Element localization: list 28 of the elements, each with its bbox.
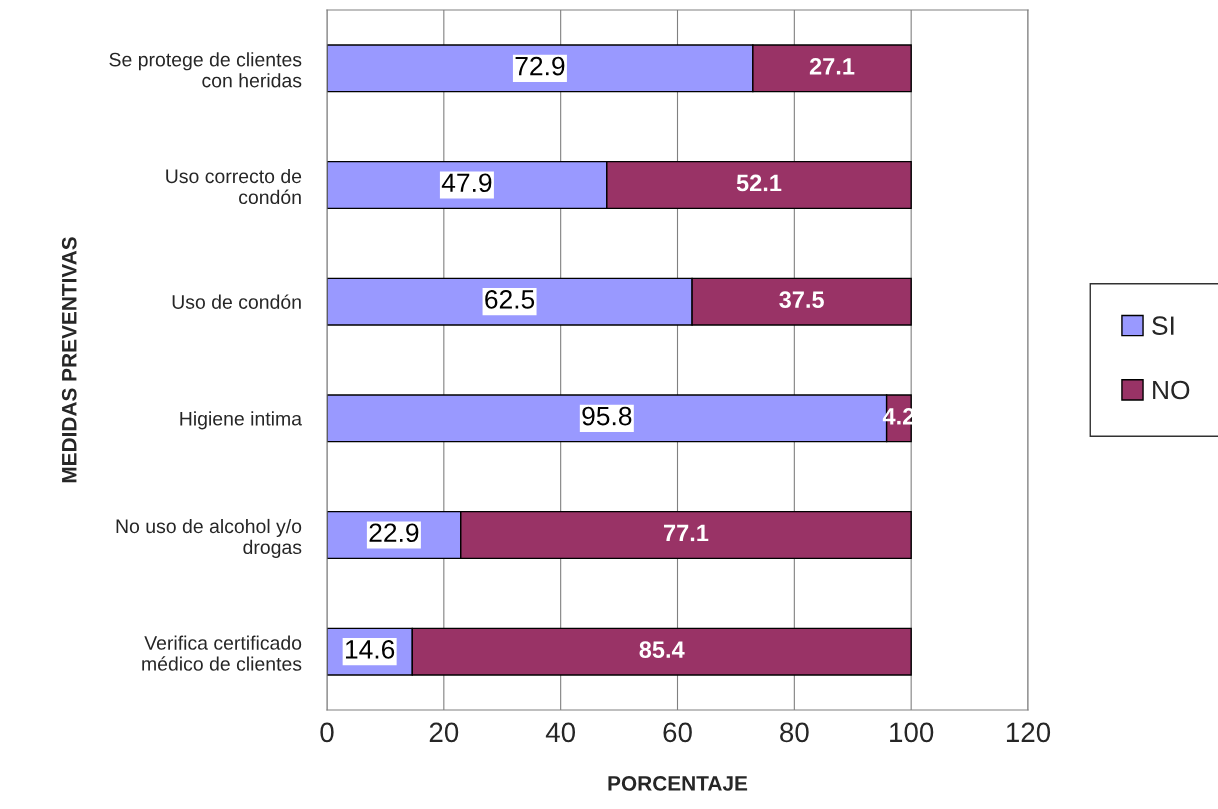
- data-label: 95.8: [582, 406, 632, 426]
- y-tick-label: Se protege de clientes con heridas: [109, 52, 302, 88]
- x-tick-label: 120: [1006, 722, 1051, 743]
- y-tick-label: Higiene intima: [180, 411, 303, 430]
- x-tick-label: 0: [320, 722, 334, 743]
- data-label: 14.6: [345, 640, 395, 659]
- data-label: 47.9: [441, 173, 492, 193]
- legend-label: NO: [1153, 380, 1190, 400]
- data-label: 37.5: [779, 291, 824, 309]
- x-tick-label: 100: [890, 722, 934, 743]
- data-label: 62.5: [485, 290, 535, 309]
- data-label: 72.9: [515, 56, 565, 76]
- data-label: 85.4: [639, 641, 685, 658]
- data-label: 27.1: [809, 57, 855, 75]
- x-axis-title: PORCENTAJE: [608, 776, 748, 791]
- x-tick-label: 80: [780, 722, 809, 743]
- legend-label: SI: [1152, 316, 1174, 335]
- y-tick-label: Uso correcto de condón: [166, 168, 302, 205]
- x-tick-label: 20: [429, 722, 459, 743]
- y-axis-title: MEDIDAS PREVENTIVAS: [61, 237, 77, 483]
- x-tick-label: 40: [545, 722, 576, 743]
- y-tick-label: Verifica certificado médico de clientes: [142, 635, 302, 671]
- y-tick-label: Uso de condón: [172, 294, 301, 309]
- data-label: 52.1: [736, 174, 782, 192]
- data-label: 77.1: [664, 524, 709, 542]
- data-label: 22.9: [369, 523, 419, 543]
- x-tick-label: 60: [663, 722, 692, 743]
- y-tick-label: No uso de alcohol y/o drogas: [116, 518, 302, 558]
